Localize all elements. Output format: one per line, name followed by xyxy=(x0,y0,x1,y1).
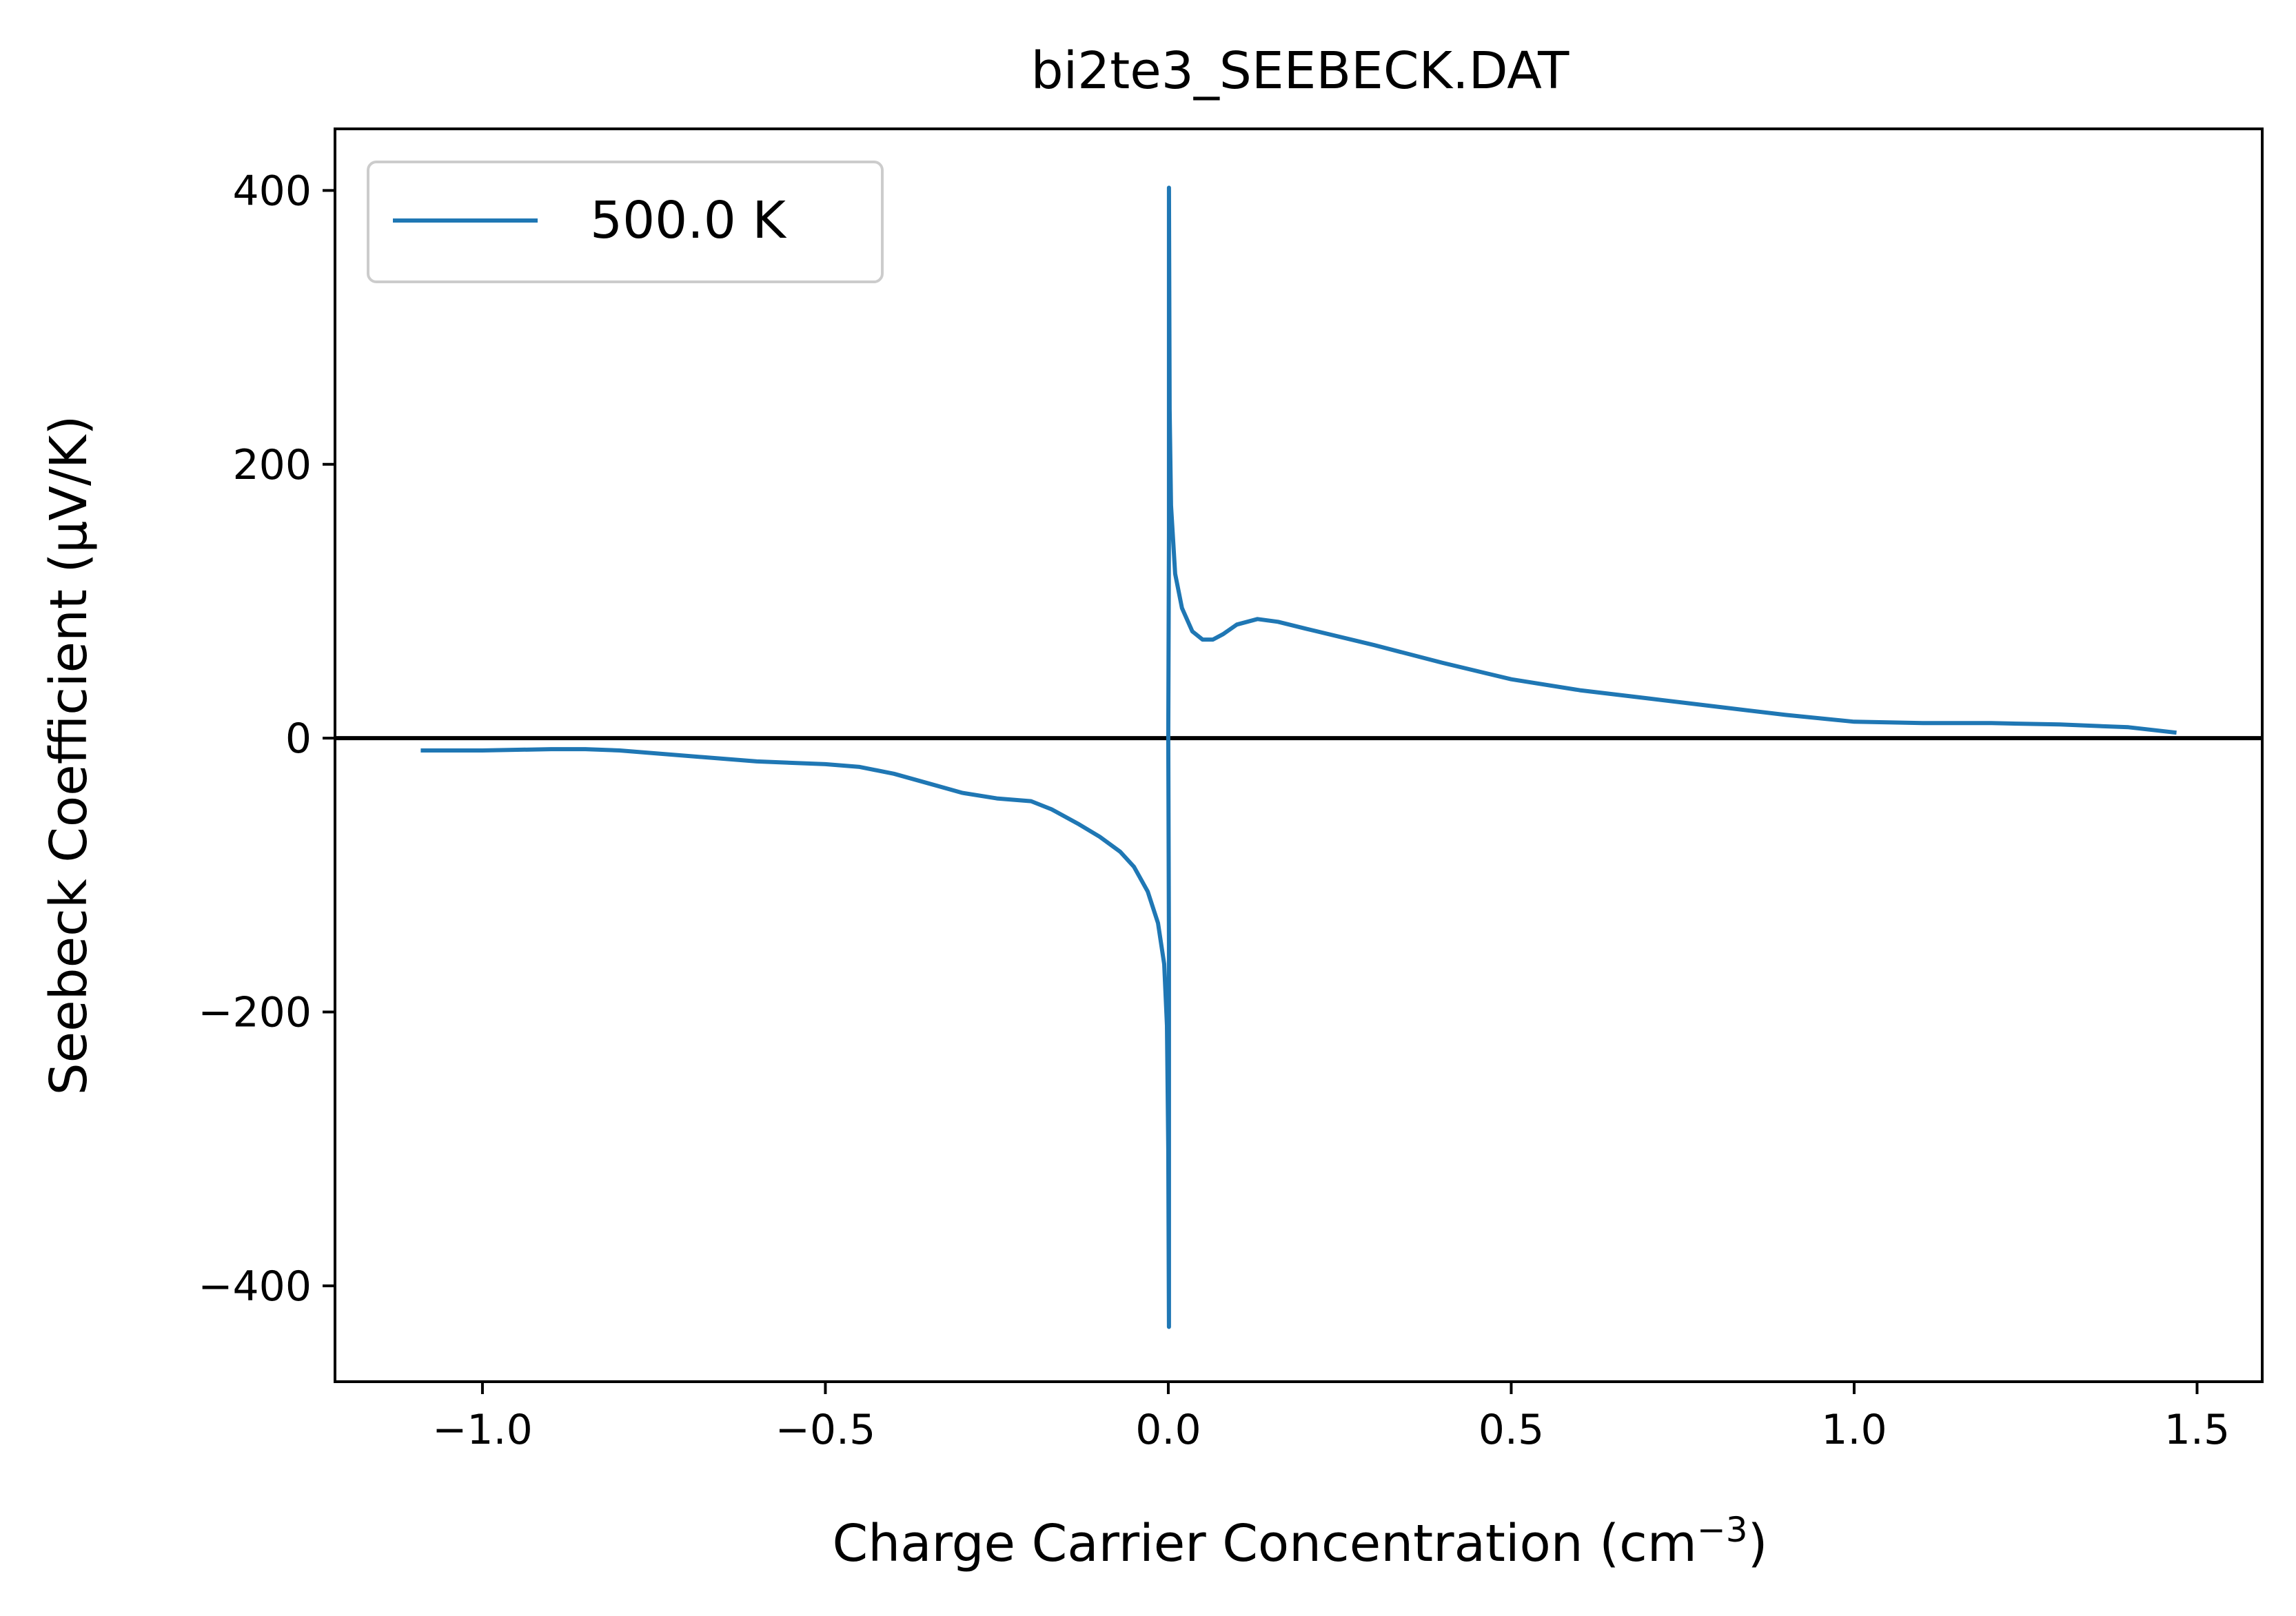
x-axis-label: Charge Carrier Concentration (cm−3) xyxy=(833,1510,1768,1573)
x-tick-label: 0.5 xyxy=(1479,1406,1544,1454)
y-tick-label: −400 xyxy=(198,1262,312,1311)
x-axis-label-close: ) xyxy=(1748,1514,1768,1573)
y-tick-label: 400 xyxy=(232,167,312,215)
x-tick-label: 1.5 xyxy=(2164,1406,2230,1454)
x-tick-label: 0.0 xyxy=(1135,1406,1201,1454)
series-line-500K xyxy=(420,185,2177,1329)
plot-frame xyxy=(334,127,2264,1383)
y-tick-label: 200 xyxy=(232,441,312,489)
y-axis-ticks: −400 −200 0 200 400 xyxy=(198,167,335,1311)
legend: 500.0 K xyxy=(367,161,884,283)
x-axis-label-main: Charge Carrier Concentration (cm xyxy=(833,1514,1697,1573)
x-tick-label: −0.5 xyxy=(775,1406,876,1454)
y-tick-label: −200 xyxy=(198,989,312,1037)
x-tick-label: 1.0 xyxy=(1821,1406,1887,1454)
legend-box xyxy=(367,161,884,283)
chart-title: bi2te3_SEEBECK.DAT xyxy=(1031,41,1570,101)
x-axis-label-superscript: −3 xyxy=(1697,1510,1748,1550)
x-axis-ticks: −1.0 −0.5 0.0 0.5 1.0 1.5 xyxy=(432,1382,2230,1454)
y-tick-label: 0 xyxy=(285,715,312,763)
legend-label: 500.0 K xyxy=(590,191,787,250)
y-axis-label: Seebeck Coefficient (μV/K) xyxy=(39,416,99,1096)
x-tick-label: −1.0 xyxy=(432,1406,533,1454)
